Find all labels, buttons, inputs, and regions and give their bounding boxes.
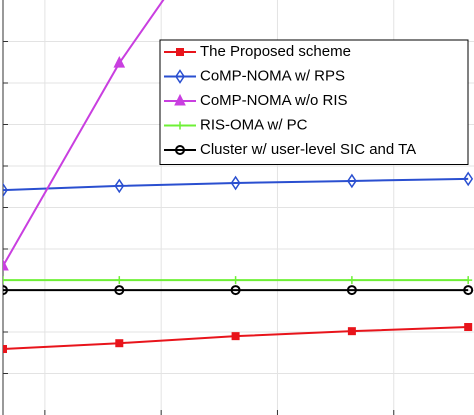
marker: [176, 121, 184, 130]
legend-label: CoMP-NOMA w/ RPS: [200, 67, 345, 84]
marker: [175, 69, 185, 84]
marker: [463, 285, 474, 296]
marker: [3, 285, 8, 296]
legend-label: RIS-OMA w/ PC: [200, 116, 308, 133]
marker: [115, 276, 124, 285]
marker: [346, 285, 357, 296]
marker: [463, 171, 474, 187]
marker: [3, 276, 7, 285]
marker: [347, 276, 356, 285]
series: [3, 285, 474, 296]
series: [3, 171, 474, 198]
marker: [175, 145, 185, 155]
marker: [113, 55, 126, 68]
marker: [230, 285, 241, 296]
marker: [346, 173, 357, 189]
legend: The Proposed scheme CoMP-NOMA w/ RPS CoMP-…: [159, 39, 469, 165]
legend-label: The Proposed scheme: [200, 43, 351, 60]
marker: [464, 276, 473, 285]
plot-area: [3, 0, 474, 354]
marker: [174, 93, 186, 106]
marker: [115, 339, 124, 348]
marker: [464, 323, 473, 332]
marker: [3, 345, 7, 354]
legend-box: [159, 39, 469, 165]
series-line: [3, 177, 469, 192]
series: [3, 323, 473, 354]
marker: [231, 332, 240, 341]
legend-label: Cluster w/ user-level SIC and TA: [200, 141, 416, 158]
marker: [230, 175, 241, 191]
series: [3, 276, 473, 285]
marker: [176, 48, 184, 56]
marker: [347, 327, 356, 336]
marker: [114, 178, 125, 194]
marker: [3, 258, 9, 271]
series: [3, 0, 165, 271]
marker: [231, 276, 240, 285]
marker: [114, 285, 125, 296]
legend-label: CoMP-NOMA w/o RIS: [200, 92, 348, 109]
marker: [3, 182, 8, 198]
